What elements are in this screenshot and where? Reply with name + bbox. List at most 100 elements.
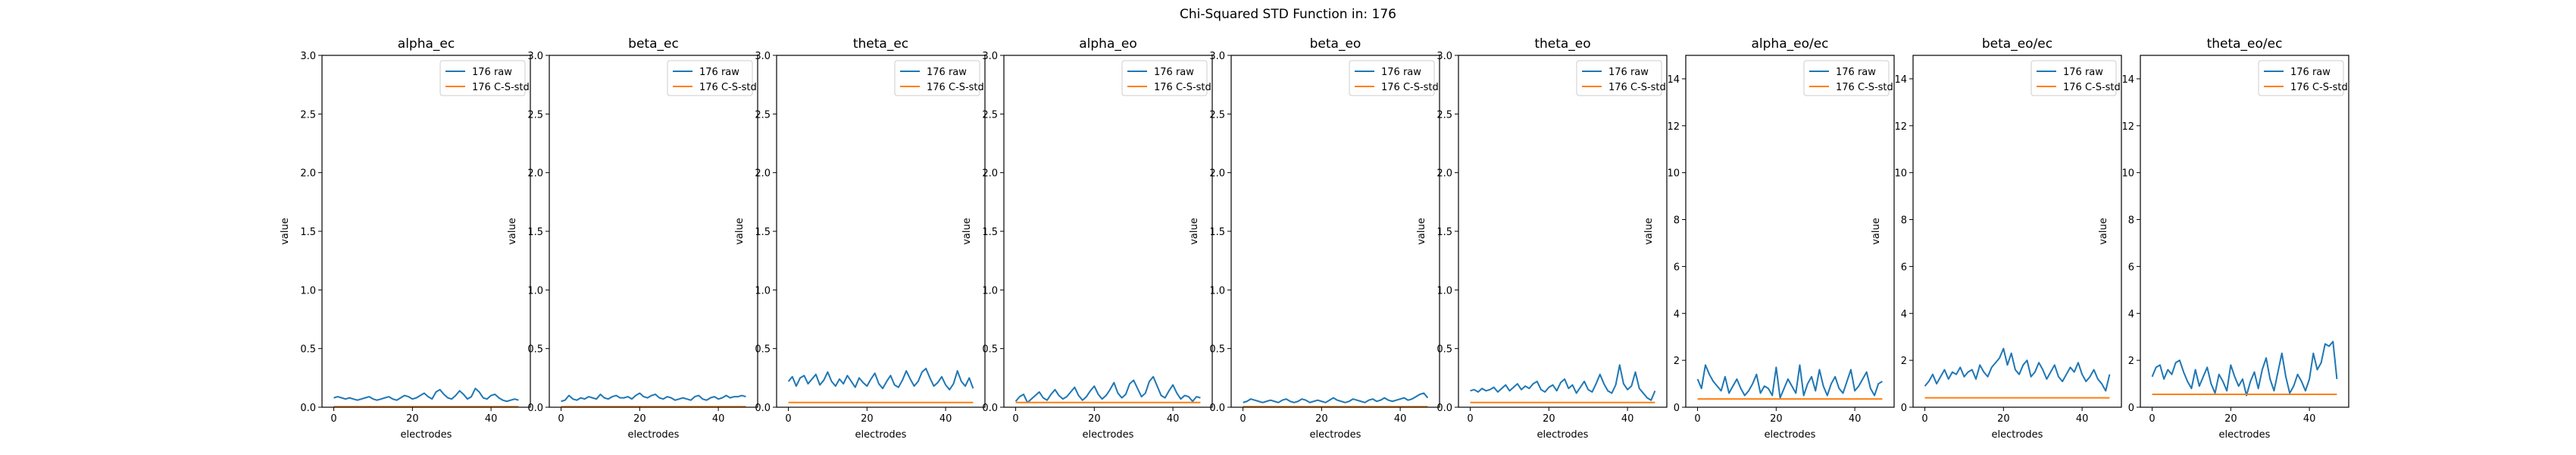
y-tick-label: 0.0 xyxy=(1209,403,1225,414)
subplot-title: theta_eo/ec xyxy=(2207,36,2283,52)
y-tick-label: 0 xyxy=(1674,403,1680,414)
y-tick-label: 1.5 xyxy=(982,227,998,238)
y-tick-label: 10 xyxy=(1667,168,1680,180)
series-raw-line xyxy=(1014,375,1201,403)
y-tick-label: 1.0 xyxy=(755,285,771,297)
y-tick-label: 10 xyxy=(1894,168,1907,180)
y-tick-label: 2.0 xyxy=(300,168,316,180)
y-tick-label: 3.0 xyxy=(527,51,543,62)
x-tick-label: 0 xyxy=(1467,413,1473,425)
legend-label-cs-std: 176 C-S-std xyxy=(1836,82,1893,93)
x-tick-label: 20 xyxy=(406,413,419,425)
y-tick-label: 4 xyxy=(1901,309,1907,320)
legend-label-cs-std: 176 C-S-std xyxy=(472,82,530,93)
series-layer xyxy=(561,392,746,407)
x-axis-label: electrodes xyxy=(401,429,452,441)
y-tick-label: 0 xyxy=(1901,403,1907,414)
legend: 176 raw 176 C-S-std xyxy=(439,60,530,96)
legend: 176 raw 176 C-S-std xyxy=(894,60,984,96)
y-tick-label: 2.5 xyxy=(300,109,316,121)
x-tick-label: 0 xyxy=(1921,413,1927,425)
y-tick-label: 3.0 xyxy=(982,51,998,62)
axes-frame xyxy=(1912,55,2122,408)
x-tick-label: 40 xyxy=(2076,413,2089,425)
x-axis-label: electrodes xyxy=(1083,429,1134,441)
y-tick-label: 8 xyxy=(1674,215,1680,227)
y-tick-label: 3.0 xyxy=(1209,51,1225,62)
y-tick-label: 0.0 xyxy=(755,403,771,414)
y-tick-label: 0.0 xyxy=(300,403,316,414)
y-tick-label: 2.0 xyxy=(982,168,998,180)
y-axis-label: value xyxy=(2098,218,2109,245)
subplot-2: beta_ec 0 20 40 0.0 0.5 1.0 1.5 2.0 2.5 3.0 electro… xyxy=(507,36,758,441)
y-axis-label: value xyxy=(1871,218,1882,245)
subplot-3: theta_ec 0 20 40 0.0 0.5 1.0 1.5 2.0 2.5 3.0 electr… xyxy=(734,36,986,441)
y-tick-label: 2.0 xyxy=(1436,168,1452,180)
y-axis-label: value xyxy=(734,218,746,245)
y-axis-label: value xyxy=(961,218,973,245)
series-layer xyxy=(1696,364,1883,400)
legend-label-raw: 176 raw xyxy=(2290,67,2331,78)
x-tick-label: 0 xyxy=(1240,413,1246,425)
legend-label-raw: 176 raw xyxy=(1608,67,1649,78)
figure-suptitle: Chi-Squared STD Function in: 176 xyxy=(1180,7,1396,22)
y-tick-label: 0.5 xyxy=(1436,344,1452,356)
y-tick-label: 6 xyxy=(1901,262,1907,273)
y-axis-label: value xyxy=(1416,218,1427,245)
x-tick-label: 0 xyxy=(1012,413,1018,425)
series-layer xyxy=(1014,375,1201,403)
y-tick-label: 12 xyxy=(1667,121,1680,133)
legend-label-raw: 176 raw xyxy=(472,67,512,78)
legend-label-cs-std: 176 C-S-std xyxy=(1154,82,1211,93)
y-tick-label: 0.5 xyxy=(755,344,771,356)
x-tick-label: 20 xyxy=(1315,413,1328,425)
legend-label-cs-std: 176 C-S-std xyxy=(2063,82,2121,93)
y-tick-label: 3.0 xyxy=(1436,51,1452,62)
y-tick-label: 4 xyxy=(2128,309,2134,320)
x-axis-label: electrodes xyxy=(1992,429,2043,441)
series-layer xyxy=(1924,347,2111,399)
series-raw-line xyxy=(333,388,519,403)
x-tick-label: 20 xyxy=(1543,413,1555,425)
y-tick-label: 1.5 xyxy=(300,227,316,238)
legend: 176 raw 176 C-S-std xyxy=(1349,60,1439,96)
series-raw-line xyxy=(1696,364,1883,399)
x-tick-label: 0 xyxy=(330,413,336,425)
y-tick-label: 1.0 xyxy=(1436,285,1452,297)
legend-label-cs-std: 176 C-S-std xyxy=(1381,82,1439,93)
series-raw-line xyxy=(561,392,746,403)
subplot-1: alpha_ec 0 20 40 0.0 0.5 1.0 1.5 2.0 2.5 3.0 electr… xyxy=(280,36,531,441)
x-tick-label: 0 xyxy=(2149,413,2155,425)
y-tick-label: 8 xyxy=(2128,215,2134,227)
y-tick-label: 0.0 xyxy=(527,403,543,414)
legend-label-raw: 176 raw xyxy=(699,67,739,78)
y-tick-label: 8 xyxy=(1901,215,1907,227)
y-tick-label: 2 xyxy=(2128,356,2134,367)
series-layer xyxy=(787,367,974,403)
y-tick-label: 1.5 xyxy=(1209,227,1225,238)
y-tick-label: 2.5 xyxy=(1209,109,1225,121)
x-tick-label: 0 xyxy=(1694,413,1700,425)
axes-frame xyxy=(2140,55,2349,408)
y-tick-label: 2 xyxy=(1674,356,1680,367)
legend-label-cs-std: 176 C-S-std xyxy=(1608,82,1666,93)
x-tick-label: 40 xyxy=(485,413,498,425)
legend-label-raw: 176 raw xyxy=(2063,67,2103,78)
subplot-grid: alpha_ec0 20 400.00.51.01.52.02.53.0electr… xyxy=(280,36,2349,441)
series-layer xyxy=(1470,364,1656,403)
y-tick-label: 2.5 xyxy=(527,109,543,121)
subplot-title: alpha_ec xyxy=(398,36,455,52)
x-tick-label: 20 xyxy=(1088,413,1101,425)
legend: 176 raw 176 C-S-std xyxy=(2030,60,2121,96)
series-raw-line xyxy=(787,367,974,391)
x-tick-label: 40 xyxy=(1849,413,1862,425)
subplot-5: beta_eo 0 20 40 0.0 0.5 1.0 1.5 2.0 2.5 3.0 electro… xyxy=(1189,36,1440,441)
x-tick-label: 20 xyxy=(1997,413,2010,425)
y-axis-label: value xyxy=(1189,218,1200,245)
axes-frame xyxy=(1685,55,1895,408)
legend: 176 raw 176 C-S-std xyxy=(1576,60,1666,96)
series-raw-line xyxy=(1924,347,2111,392)
y-tick-label: 0.0 xyxy=(1436,403,1452,414)
series-raw-line xyxy=(1470,364,1656,401)
y-tick-label: 1.0 xyxy=(982,285,998,297)
